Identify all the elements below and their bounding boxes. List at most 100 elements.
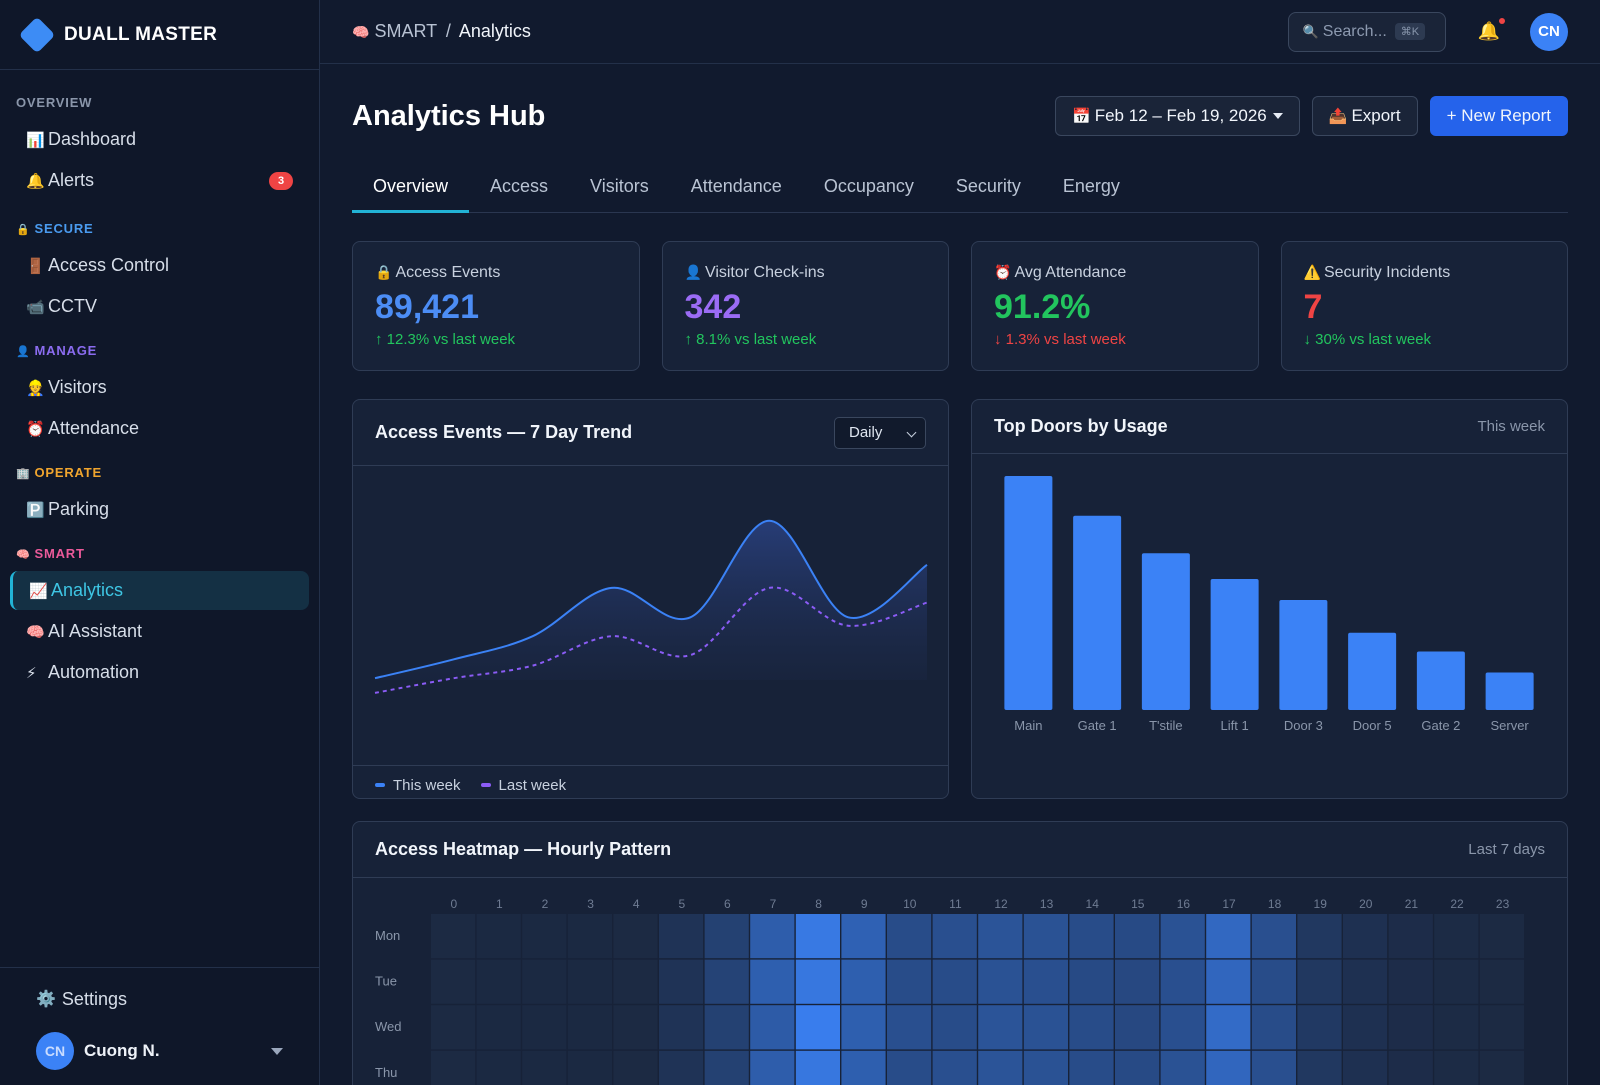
sidebar-item-visitors[interactable]: 👷 Visitors (10, 368, 309, 407)
heatmap-cell[interactable] (1434, 959, 1479, 1004)
heatmap-cell[interactable] (978, 1050, 1023, 1085)
heatmap-cell[interactable] (431, 959, 476, 1004)
breadcrumb-parent[interactable]: SMART (374, 21, 437, 41)
tab-overview[interactable]: Overview (352, 168, 470, 213)
tab-access[interactable]: Access (490, 176, 549, 196)
heatmap-cell[interactable] (476, 1050, 521, 1085)
heatmap-cell[interactable] (1434, 1050, 1479, 1085)
heatmap-cell[interactable] (887, 1005, 932, 1050)
export-button[interactable]: 📤 Export (1311, 96, 1418, 136)
heatmap-cell[interactable] (1115, 1005, 1160, 1050)
heatmap-cell[interactable] (932, 914, 977, 959)
sidebar-item-analytics[interactable]: 📈 Analytics (10, 571, 309, 610)
heatmap-cell[interactable] (1206, 1050, 1251, 1085)
heatmap-cell[interactable] (841, 959, 886, 1004)
heatmap-cell[interactable] (1388, 1005, 1433, 1050)
heatmap-cell[interactable] (887, 959, 932, 1004)
heatmap-cell[interactable] (1297, 1005, 1342, 1050)
tab-attendance[interactable]: Attendance (690, 176, 782, 196)
heatmap-cell[interactable] (1206, 1005, 1251, 1050)
heatmap-cell[interactable] (1388, 1050, 1433, 1085)
heatmap-cell[interactable] (567, 1050, 612, 1085)
tab-energy[interactable]: Energy (1062, 176, 1120, 196)
sidebar-item-alerts[interactable]: 🔔 Alerts 3 (10, 161, 309, 200)
heatmap-cell[interactable] (1115, 914, 1160, 959)
sidebar-item-cctv[interactable]: 📹 CCTV (10, 287, 309, 326)
bar-main[interactable] (1004, 476, 1053, 710)
heatmap-cell[interactable] (1251, 1050, 1296, 1085)
heatmap-cell[interactable] (1343, 959, 1388, 1004)
heatmap-cell[interactable] (1388, 914, 1433, 959)
heatmap-cell[interactable] (704, 959, 749, 1004)
heatmap-cell[interactable] (704, 1050, 749, 1085)
bar-door-3[interactable] (1279, 600, 1328, 710)
heatmap-cell[interactable] (431, 914, 476, 959)
heatmap-cell[interactable] (1251, 1005, 1296, 1050)
sidebar-item-attendance[interactable]: ⏰ Attendance (10, 409, 309, 448)
heatmap-cell[interactable] (522, 959, 567, 1004)
heatmap-cell[interactable] (932, 1050, 977, 1085)
heatmap-cell[interactable] (1206, 914, 1251, 959)
heatmap-cell[interactable] (1069, 914, 1114, 959)
heatmap-cell[interactable] (567, 1005, 612, 1050)
heatmap-cell[interactable] (613, 914, 658, 959)
heatmap-cell[interactable] (659, 914, 704, 959)
heatmap-cell[interactable] (704, 914, 749, 959)
heatmap-cell[interactable] (613, 1050, 658, 1085)
heatmap-cell[interactable] (795, 1050, 840, 1085)
tab-occupancy[interactable]: Occupancy (823, 176, 914, 196)
heatmap-cell[interactable] (1297, 959, 1342, 1004)
heatmap-cell[interactable] (522, 1050, 567, 1085)
bar-t-stile[interactable] (1141, 553, 1190, 710)
heatmap-cell[interactable] (1023, 1050, 1068, 1085)
heatmap-cell[interactable] (978, 959, 1023, 1004)
heatmap-cell[interactable] (1023, 1005, 1068, 1050)
heatmap-cell[interactable] (750, 959, 795, 1004)
bar-gate-1[interactable] (1073, 515, 1122, 710)
heatmap-cell[interactable] (1023, 959, 1068, 1004)
heatmap-cell[interactable] (1434, 914, 1479, 959)
heatmap-cell[interactable] (978, 914, 1023, 959)
heatmap-cell[interactable] (978, 1005, 1023, 1050)
heatmap-cell[interactable] (1160, 1005, 1205, 1050)
heatmap-cell[interactable] (1434, 1005, 1479, 1050)
legend-item-this-week[interactable]: This week (375, 777, 461, 794)
brand[interactable]: DUALL MASTER (0, 0, 319, 70)
heatmap-cell[interactable] (567, 914, 612, 959)
granularity-select[interactable]: Daily (834, 416, 926, 449)
notifications-button[interactable]: 🔔 (1478, 18, 1505, 42)
heatmap-cell[interactable] (522, 914, 567, 959)
heatmap-cell[interactable] (750, 914, 795, 959)
heatmap-cell[interactable] (431, 1005, 476, 1050)
new-report-button[interactable]: + New Report (1429, 96, 1568, 136)
tab-visitors[interactable]: Visitors (590, 176, 649, 196)
heatmap-cell[interactable] (476, 1005, 521, 1050)
sidebar-item-ai-assistant[interactable]: 🧠 AI Assistant (10, 612, 309, 651)
heatmap-cell[interactable] (1023, 914, 1068, 959)
heatmap-cell[interactable] (1160, 959, 1205, 1004)
caret-down-icon[interactable] (271, 1047, 283, 1055)
heatmap-cell[interactable] (1160, 1050, 1205, 1085)
heatmap-cell[interactable] (1479, 1050, 1524, 1085)
heatmap-cell[interactable] (750, 1050, 795, 1085)
heatmap-cell[interactable] (795, 959, 840, 1004)
heatmap-cell[interactable] (932, 959, 977, 1004)
heatmap-cell[interactable] (887, 1050, 932, 1085)
heatmap-cell[interactable] (476, 959, 521, 1004)
heatmap-cell[interactable] (1206, 959, 1251, 1004)
heatmap-cell[interactable] (567, 959, 612, 1004)
heatmap-cell[interactable] (613, 1005, 658, 1050)
heatmap-cell[interactable] (932, 1005, 977, 1050)
search-input[interactable]: 🔍 Search... ⌘K (1287, 11, 1446, 52)
heatmap-cell[interactable] (841, 1050, 886, 1085)
heatmap-cell[interactable] (1297, 914, 1342, 959)
heatmap-cell[interactable] (750, 1005, 795, 1050)
heatmap-cell[interactable] (659, 1005, 704, 1050)
heatmap-cell[interactable] (1479, 959, 1524, 1004)
heatmap-cell[interactable] (1297, 1050, 1342, 1085)
heatmap-cell[interactable] (1479, 914, 1524, 959)
sidebar-item-parking[interactable]: 🅿️ Parking (10, 490, 309, 529)
tab-security[interactable]: Security (955, 176, 1021, 196)
sidebar-item-access-control[interactable]: 🚪 Access Control (10, 246, 309, 285)
date-range-picker[interactable]: 📅 Feb 12 – Feb 19, 2026 (1055, 96, 1300, 136)
